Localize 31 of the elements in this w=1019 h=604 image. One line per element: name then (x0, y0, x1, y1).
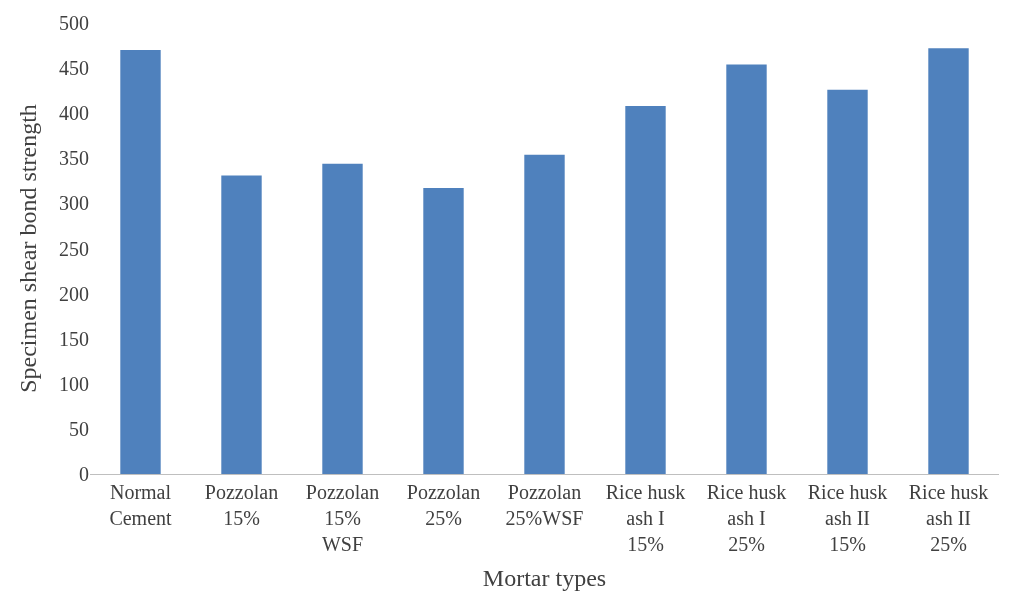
x-tick-label: Rice husk ash I 15% (605, 481, 686, 555)
bar (221, 175, 262, 474)
bar (524, 154, 565, 474)
x-tick-label: Rice husk ash II 25% (908, 481, 989, 555)
x-tick-label: Pozzolan 15% (204, 481, 279, 529)
bar (423, 188, 464, 474)
y-tick-label: 500 (59, 12, 89, 34)
y-tick-label: 100 (59, 372, 89, 395)
y-tick-label: 400 (59, 102, 89, 125)
x-tick-label: Rice husk ash I 25% (706, 481, 787, 555)
y-tick-label: 250 (59, 237, 89, 260)
x-tick-label: Rice husk ash II 15% (807, 481, 888, 555)
bar (322, 163, 363, 474)
y-tick-label: 150 (59, 327, 89, 350)
x-tick-label: Pozzolan 25%WSF (505, 481, 584, 529)
bar (928, 48, 969, 474)
bar (726, 64, 767, 474)
x-axis-title: Mortar types (482, 565, 607, 592)
y-axis-title: Specimen shear bond strength (15, 104, 42, 393)
y-tick-label: 200 (59, 282, 89, 305)
y-tick-label: 300 (59, 192, 89, 215)
x-tick-label: Normal Cement (109, 481, 173, 529)
y-tick-label: 350 (59, 147, 89, 170)
x-tick-label: Pozzolan 15% WSF (305, 481, 380, 555)
y-tick-label: 0 (79, 463, 89, 485)
y-tick-label: 450 (59, 57, 89, 80)
y-tick-label: 50 (69, 417, 89, 440)
x-tick-label: Pozzolan 25% (406, 481, 481, 529)
bar (120, 50, 161, 474)
bar (827, 89, 868, 474)
bar (625, 105, 666, 474)
